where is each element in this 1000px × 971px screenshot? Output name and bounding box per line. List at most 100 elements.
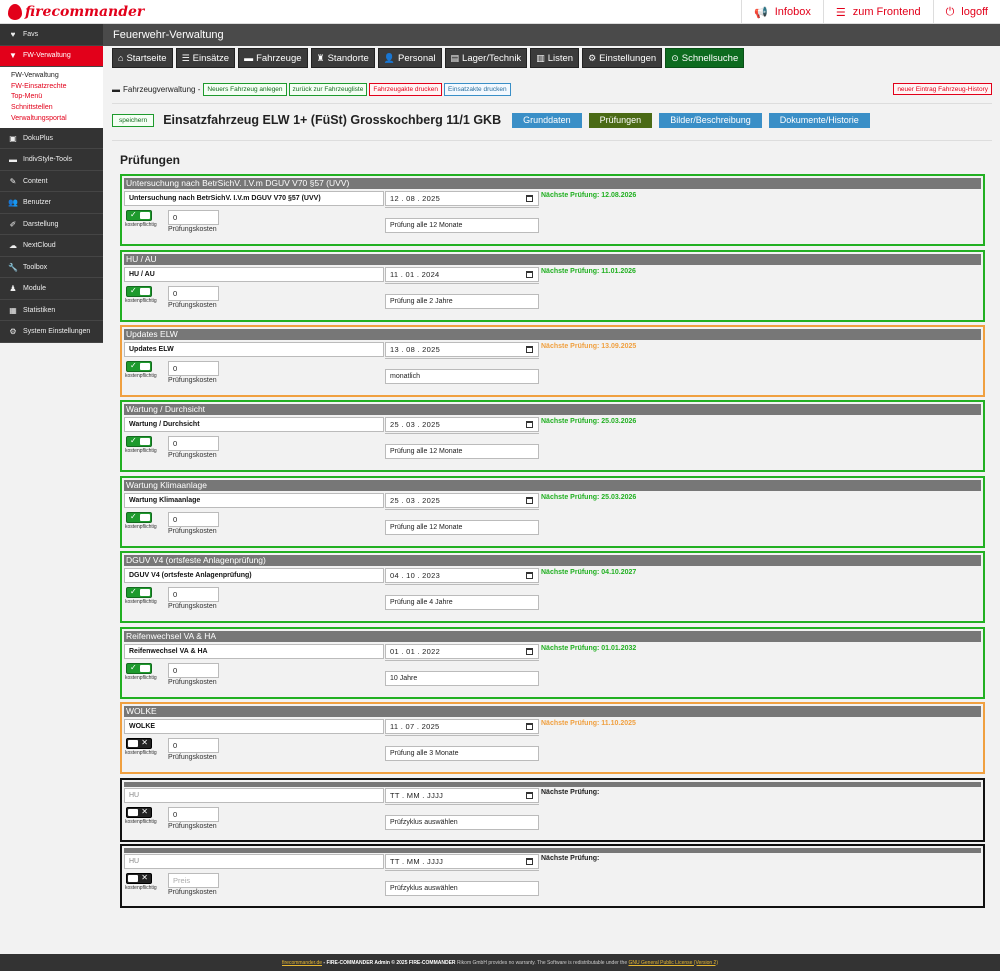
inspection-name-input[interactable]: HU: [124, 854, 384, 869]
inspection-date-input[interactable]: 25 . 03 . 2025: [385, 493, 539, 508]
inspection-cycle-select[interactable]: Prüfung alle 4 Jahre: [385, 595, 539, 610]
calendar-icon[interactable]: [526, 858, 533, 865]
inspection-cost-input[interactable]: 0: [168, 738, 219, 753]
nav-listen-button[interactable]: ▥ Listen: [530, 48, 580, 68]
inspection-cycle-select[interactable]: Prüfzyklus auswählen: [385, 881, 539, 896]
sidebar-item-system-einstellungen[interactable]: ⚙ System Einstellungen: [0, 321, 103, 343]
sidebar-item-dokuplus[interactable]: ▣ DokuPlus: [0, 127, 103, 150]
calendar-icon[interactable]: [526, 346, 533, 353]
new-history-entry-button[interactable]: neuer Eintrag Fahrzeug-History: [893, 83, 992, 95]
sidebar-item-indivstyle-tools[interactable]: ▬ IndivStyle-Tools: [0, 149, 103, 171]
inspection-name-input[interactable]: Reifenwechsel VA & HA: [124, 644, 384, 659]
inspection-cost-input[interactable]: 0: [168, 286, 219, 301]
nav-personal-button[interactable]: 👤 Personal: [377, 48, 442, 68]
inspection-date-input[interactable]: 11 . 07 . 2025: [385, 719, 539, 734]
sidebar-item-benutzer[interactable]: 👥 Benutzer: [0, 192, 103, 214]
calendar-icon[interactable]: [526, 497, 533, 504]
kostenpflichtig-toggle[interactable]: ✓: [126, 512, 152, 523]
logo[interactable]: firecommander: [8, 2, 144, 22]
inspection-cost-input[interactable]: Preis: [168, 873, 219, 888]
inspection-name-input[interactable]: HU: [124, 788, 384, 803]
nav-eins-tze-button[interactable]: ☰ Einsätze: [175, 48, 236, 68]
kostenpflichtig-toggle[interactable]: ✕: [126, 807, 152, 818]
inspection-date-input[interactable]: 04 . 10 . 2023: [385, 568, 539, 583]
sidebar-item-fw-verwaltung[interactable]: ▼ FW-Verwaltung: [0, 45, 103, 67]
sidebar-item-darstellung[interactable]: ✐ Darstellung: [0, 213, 103, 236]
sidebar-item-content[interactable]: ✎ Content: [0, 170, 103, 193]
inspection-name-input[interactable]: Untersuchung nach BetrSichV. I.V.m DGUV …: [124, 191, 384, 206]
inspection-cost-input[interactable]: 0: [168, 436, 219, 451]
inspection-date-input[interactable]: 11 . 01 . 2024: [385, 267, 539, 282]
inspection-name-input[interactable]: Updates ELW: [124, 342, 384, 357]
submenu-item[interactable]: FW-Verwaltung: [11, 71, 59, 79]
calendar-icon[interactable]: [526, 792, 533, 799]
footer-link[interactable]: firecommander.de: [282, 959, 323, 966]
inspection-date-input[interactable]: 12 . 08 . 2025: [385, 191, 539, 206]
inspection-cost-input[interactable]: 0: [168, 361, 219, 376]
inspection-name-input[interactable]: WOLKE: [124, 719, 384, 734]
inspection-cycle-select[interactable]: Prüfung alle 3 Monate: [385, 746, 539, 761]
calendar-icon[interactable]: [526, 648, 533, 655]
kostenpflichtig-toggle[interactable]: ✓: [126, 361, 152, 372]
inspection-cost-input[interactable]: 0: [168, 663, 219, 678]
inspection-date-input[interactable]: 13 . 08 . 2025: [385, 342, 539, 357]
sidebar-item-nextcloud[interactable]: ☁ NextCloud: [0, 235, 103, 257]
toolbar-button-zur-ck-zur-fahrzeugliste[interactable]: zurück zur Fahrzeugliste: [288, 82, 368, 96]
tab-dokumente-historie[interactable]: Dokumente/Historie: [768, 112, 870, 128]
kostenpflichtig-toggle[interactable]: ✕: [126, 873, 152, 884]
inspection-date-input[interactable]: 01 . 01 . 2022: [385, 644, 539, 659]
calendar-icon[interactable]: [526, 271, 533, 278]
kostenpflichtig-toggle[interactable]: ✓: [126, 587, 152, 598]
calendar-icon[interactable]: [526, 723, 533, 730]
nav-standorte-button[interactable]: ♜ Standorte: [310, 48, 375, 68]
tab-pr-fungen[interactable]: Prüfungen: [588, 112, 653, 128]
nav-einstellungen-button[interactable]: ⚙ Einstellungen: [582, 48, 663, 68]
inspection-date-input[interactable]: TT . MM . JJJJ: [385, 788, 539, 803]
inspection-cycle-select[interactable]: Prüfung alle 12 Monate: [385, 520, 539, 535]
submenu-item[interactable]: Schnittstellen: [11, 104, 53, 112]
calendar-icon[interactable]: [526, 195, 533, 202]
sidebar-item-module[interactable]: ♟ Module: [0, 278, 103, 300]
toolbar-button-fahrzeugakte-drucken[interactable]: Fahrzeugakte drucken: [369, 82, 443, 96]
inspection-cycle-select[interactable]: Prüfung alle 12 Monate: [385, 444, 539, 459]
sidebar-item-statistiken[interactable]: ▦ Statistiken: [0, 299, 103, 322]
kostenpflichtig-toggle[interactable]: ✓: [126, 286, 152, 297]
topnav-infobox[interactable]: 📢 Infobox: [741, 0, 823, 24]
kostenpflichtig-toggle[interactable]: ✓: [126, 436, 152, 447]
inspection-date-input[interactable]: 25 . 03 . 2025: [385, 417, 539, 432]
inspection-cost-input[interactable]: 0: [168, 587, 219, 602]
toolbar-button-einsatzakte-drucken[interactable]: Einsatzakte drucken: [444, 82, 511, 96]
kostenpflichtig-toggle[interactable]: ✓: [126, 663, 152, 674]
inspection-cost-input[interactable]: 0: [168, 210, 219, 225]
kostenpflichtig-toggle[interactable]: ✕: [126, 738, 152, 749]
inspection-cycle-select[interactable]: 10 Jahre: [385, 671, 539, 686]
save-button[interactable]: speichern: [112, 113, 155, 127]
topnav-zum-frontend[interactable]: ☰ zum Frontend: [822, 0, 933, 24]
inspection-cycle-select[interactable]: Prüfung alle 12 Monate: [385, 218, 539, 233]
inspection-name-input[interactable]: Wartung / Durchsicht: [124, 417, 384, 432]
nav-lager-technik-button[interactable]: ▤ Lager/Technik: [444, 48, 528, 68]
inspection-name-input[interactable]: HU / AU: [124, 267, 384, 282]
nav-schnellsuche-button[interactable]: ⊙ Schnellsuche: [665, 48, 745, 68]
topnav-logoff[interactable]: ⏻ logoff: [932, 0, 1000, 24]
inspection-name-input[interactable]: Wartung Klimaanlage: [124, 493, 384, 508]
inspection-date-input[interactable]: TT . MM . JJJJ: [385, 854, 539, 869]
inspection-cycle-select[interactable]: Prüfung alle 2 Jahre: [385, 294, 539, 309]
kostenpflichtig-toggle[interactable]: ✓: [126, 210, 152, 221]
inspection-cycle-select[interactable]: monatlich: [385, 369, 539, 384]
footer-license-link[interactable]: GNU General Public License (Version 2): [628, 959, 719, 966]
inspection-name-input[interactable]: DGUV V4 (ortsfeste Anlagenprüfung): [124, 568, 384, 583]
submenu-item[interactable]: Verwaltungsportal: [11, 115, 67, 123]
sidebar-item-favs[interactable]: ♥ Favs: [0, 24, 103, 46]
inspection-cost-input[interactable]: 0: [168, 512, 219, 527]
inspection-cycle-select[interactable]: Prüfzyklus auswählen: [385, 815, 539, 830]
submenu-item[interactable]: Top-Menü: [11, 93, 43, 101]
tab-grunddaten[interactable]: Grunddaten: [512, 112, 582, 128]
nav-startseite-button[interactable]: ⌂ Startseite: [112, 48, 173, 68]
calendar-icon[interactable]: [526, 572, 533, 579]
sidebar-item-toolbox[interactable]: 🔧 Toolbox: [0, 256, 103, 279]
nav-fahrzeuge-button[interactable]: ▬ Fahrzeuge: [238, 48, 308, 68]
submenu-item[interactable]: FW-Einsatzrechte: [11, 82, 67, 90]
toolbar-button-neuers-fahrzeug-anlegen[interactable]: Neuers Fahrzeug anlegen: [203, 82, 287, 96]
tab-bilder-beschreibung[interactable]: Bilder/Beschreibung: [659, 112, 762, 128]
